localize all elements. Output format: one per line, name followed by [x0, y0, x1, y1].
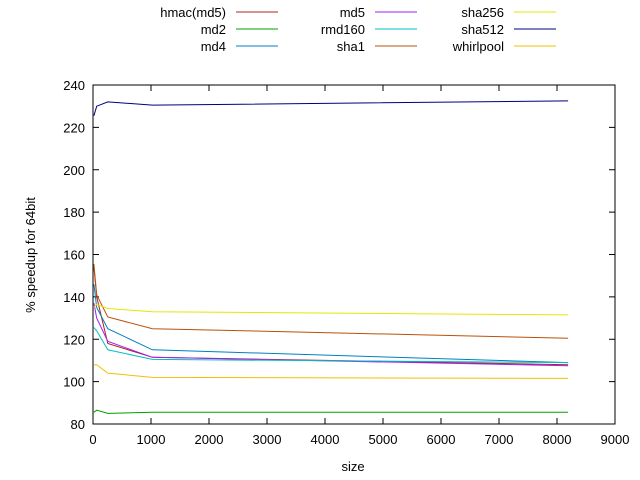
x-tick-label: 0 [89, 432, 96, 447]
x-tick-label: 5000 [369, 432, 398, 447]
x-axis-label: size [341, 459, 364, 474]
x-tick-label: 3000 [253, 432, 282, 447]
series-line-md2 [93, 409, 569, 414]
x-tick-label: 7000 [485, 432, 514, 447]
legend-label: md2 [201, 22, 226, 37]
x-tick-label: 2000 [195, 432, 224, 447]
y-tick-label: 160 [63, 248, 85, 263]
legend-label: whirlpool [452, 39, 504, 54]
y-tick-label: 200 [63, 163, 85, 178]
y-tick-label: 100 [63, 375, 85, 390]
y-axis-label: % speedup for 64bit [23, 197, 38, 313]
x-tick-label: 4000 [311, 432, 340, 447]
legend-label: md5 [340, 5, 365, 20]
y-tick-label: 220 [63, 120, 85, 135]
series-line-sha1 [93, 263, 569, 339]
plot-area [92, 84, 616, 425]
legend-label: md4 [201, 39, 226, 54]
x-tick-label: 6000 [427, 432, 456, 447]
series-line-sha256 [93, 303, 569, 316]
legend-label: sha256 [461, 5, 504, 20]
plot-border [92, 84, 616, 425]
y-tick-label: 240 [63, 78, 85, 93]
y-axis: 80 100 120 140 160 180 200 220 240 [63, 78, 615, 432]
y-tick-label: 140 [63, 290, 85, 305]
series-line-sha512 [93, 100, 569, 116]
y-tick-label: 80 [71, 417, 85, 432]
y-tick-label: 120 [63, 332, 85, 347]
series-lines [93, 100, 569, 414]
series-line-whirlpool [93, 364, 569, 379]
x-tick-label: 8000 [543, 432, 572, 447]
y-tick-label: 180 [63, 205, 85, 220]
x-tick-label: 1000 [137, 432, 166, 447]
x-axis: 0 1000 2000 3000 4000 5000 6000 7000 8000 9000 [89, 85, 629, 447]
series-line-md4 [93, 284, 569, 364]
chart-legend: hmac(md5) md2 md4 md5 rmd160 sha1 sha256 sha512… [160, 5, 556, 54]
legend-label: sha1 [337, 39, 365, 54]
legend-label: rmd160 [321, 22, 365, 37]
legend-label: sha512 [461, 22, 504, 37]
x-tick-label: 9000 [601, 432, 630, 447]
legend-label: hmac(md5) [160, 5, 226, 20]
series-line-rmd160 [93, 327, 569, 364]
